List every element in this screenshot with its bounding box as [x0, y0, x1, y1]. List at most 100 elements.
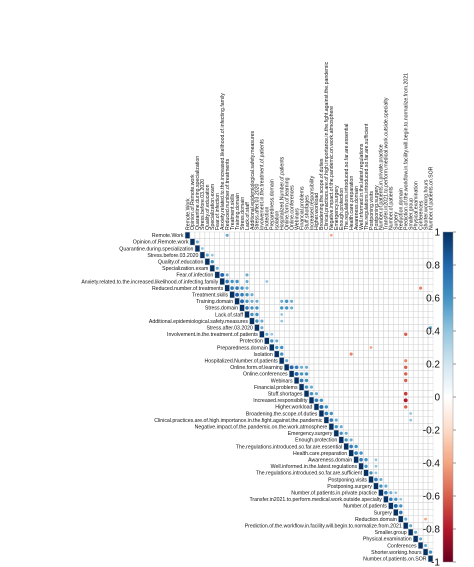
correlation-point [389, 491, 393, 495]
grid-cell [408, 377, 414, 385]
column-label: Financial.problems [299, 186, 305, 230]
correlation-point [314, 398, 319, 403]
grid-cell [388, 436, 394, 444]
grid-cell [333, 264, 339, 272]
grid-cell [378, 416, 384, 424]
diagonal-cell [373, 483, 379, 490]
grid-cell [427, 317, 434, 325]
diagonal-cell [190, 238, 195, 245]
grid-cell [408, 238, 414, 246]
grid-cell [403, 231, 409, 239]
column-labels: Remote.WorkOpinion.of.Remote.workQuarant… [185, 61, 434, 230]
grid-cell [408, 515, 414, 523]
grid-cell [383, 370, 389, 378]
grid-cell [393, 482, 399, 490]
grid-cell [338, 390, 344, 398]
grid-cell [284, 251, 290, 259]
grid-cell [318, 297, 325, 305]
grid-cell [328, 291, 334, 299]
grid-cell [427, 350, 434, 358]
grid-cell [338, 396, 344, 404]
grid-cell [214, 258, 220, 266]
correlation-point [304, 372, 309, 376]
row-label: Opinion.of.Remote.work [133, 240, 189, 246]
grid-cell [333, 278, 339, 286]
grid-cell [417, 350, 424, 358]
grid-cell [333, 324, 339, 332]
grid-cell [318, 284, 325, 292]
grid-cell [417, 330, 424, 338]
grid-cell [318, 350, 325, 358]
correlation-point [294, 365, 299, 370]
grid-cell [378, 370, 384, 378]
grid-cell [398, 462, 404, 470]
grid-cell [323, 324, 330, 332]
grid-cell [363, 278, 369, 286]
correlation-point [404, 365, 408, 369]
column-label: The.regulations.introduced.so.far.are.es… [344, 124, 350, 230]
grid-cell [373, 403, 379, 411]
grid-cell [422, 436, 429, 444]
grid-cell [388, 231, 394, 239]
grid-cell [244, 258, 250, 266]
grid-cell [373, 350, 379, 358]
grid-cell [417, 443, 424, 451]
grid-cell [353, 297, 359, 305]
grid-cell [313, 350, 320, 358]
column-label: Transfer.in2021.to.perform.medical.work.… [384, 97, 390, 230]
grid-cell [412, 350, 419, 358]
grid-cell [229, 264, 235, 272]
correlation-point [230, 286, 234, 290]
grid-cell [298, 317, 305, 325]
grid-cell [298, 238, 305, 246]
grid-cell [368, 410, 374, 418]
grid-cell [264, 238, 270, 246]
grid-cell [403, 476, 409, 484]
color-legend-tick-label: 0.8 [426, 261, 440, 272]
grid-cell [313, 297, 320, 305]
grid-cell [293, 278, 300, 286]
grid-cell [343, 416, 349, 424]
grid-cell [333, 396, 339, 404]
grid-cell [408, 258, 414, 266]
grid-cell [373, 291, 379, 299]
grid-cell [368, 264, 374, 272]
grid-cell [338, 344, 344, 352]
diagonal-cell [284, 364, 289, 371]
grid-cell [303, 291, 310, 299]
grid-cell [398, 383, 404, 391]
grid-cell [408, 469, 414, 477]
grid-cell [353, 416, 359, 424]
grid-cell [219, 244, 225, 252]
grid-cell [417, 324, 424, 332]
diagonal-cell [294, 377, 299, 384]
grid-cell [393, 423, 399, 431]
grid-cell [308, 344, 315, 352]
grid-cell [417, 278, 424, 286]
grid-cell [393, 284, 399, 292]
correlation-point [235, 286, 239, 290]
grid-cell [308, 238, 315, 246]
grid-cell [353, 436, 359, 444]
grid-cell [353, 403, 359, 411]
grid-cell [412, 370, 419, 378]
grid-cell [422, 350, 429, 358]
grid-cell [328, 390, 334, 398]
grid-cell [274, 244, 280, 252]
grid-cell [388, 469, 394, 477]
grid-cell [328, 344, 334, 352]
grid-cell [358, 251, 364, 259]
grid-cell [388, 284, 394, 292]
grid-cell [239, 251, 245, 259]
column-label: Specialization.exam [210, 184, 216, 230]
grid-cell [348, 324, 354, 332]
grid-cell [269, 244, 275, 252]
correlation-point [290, 299, 294, 303]
column-label: Postponing.visits [369, 191, 375, 230]
grid-cell [363, 449, 369, 457]
grid-cell [368, 423, 374, 431]
correlation-point [280, 306, 284, 310]
grid-cell [393, 324, 399, 332]
diagonal-cell [383, 496, 389, 503]
grid-cell [358, 291, 364, 299]
